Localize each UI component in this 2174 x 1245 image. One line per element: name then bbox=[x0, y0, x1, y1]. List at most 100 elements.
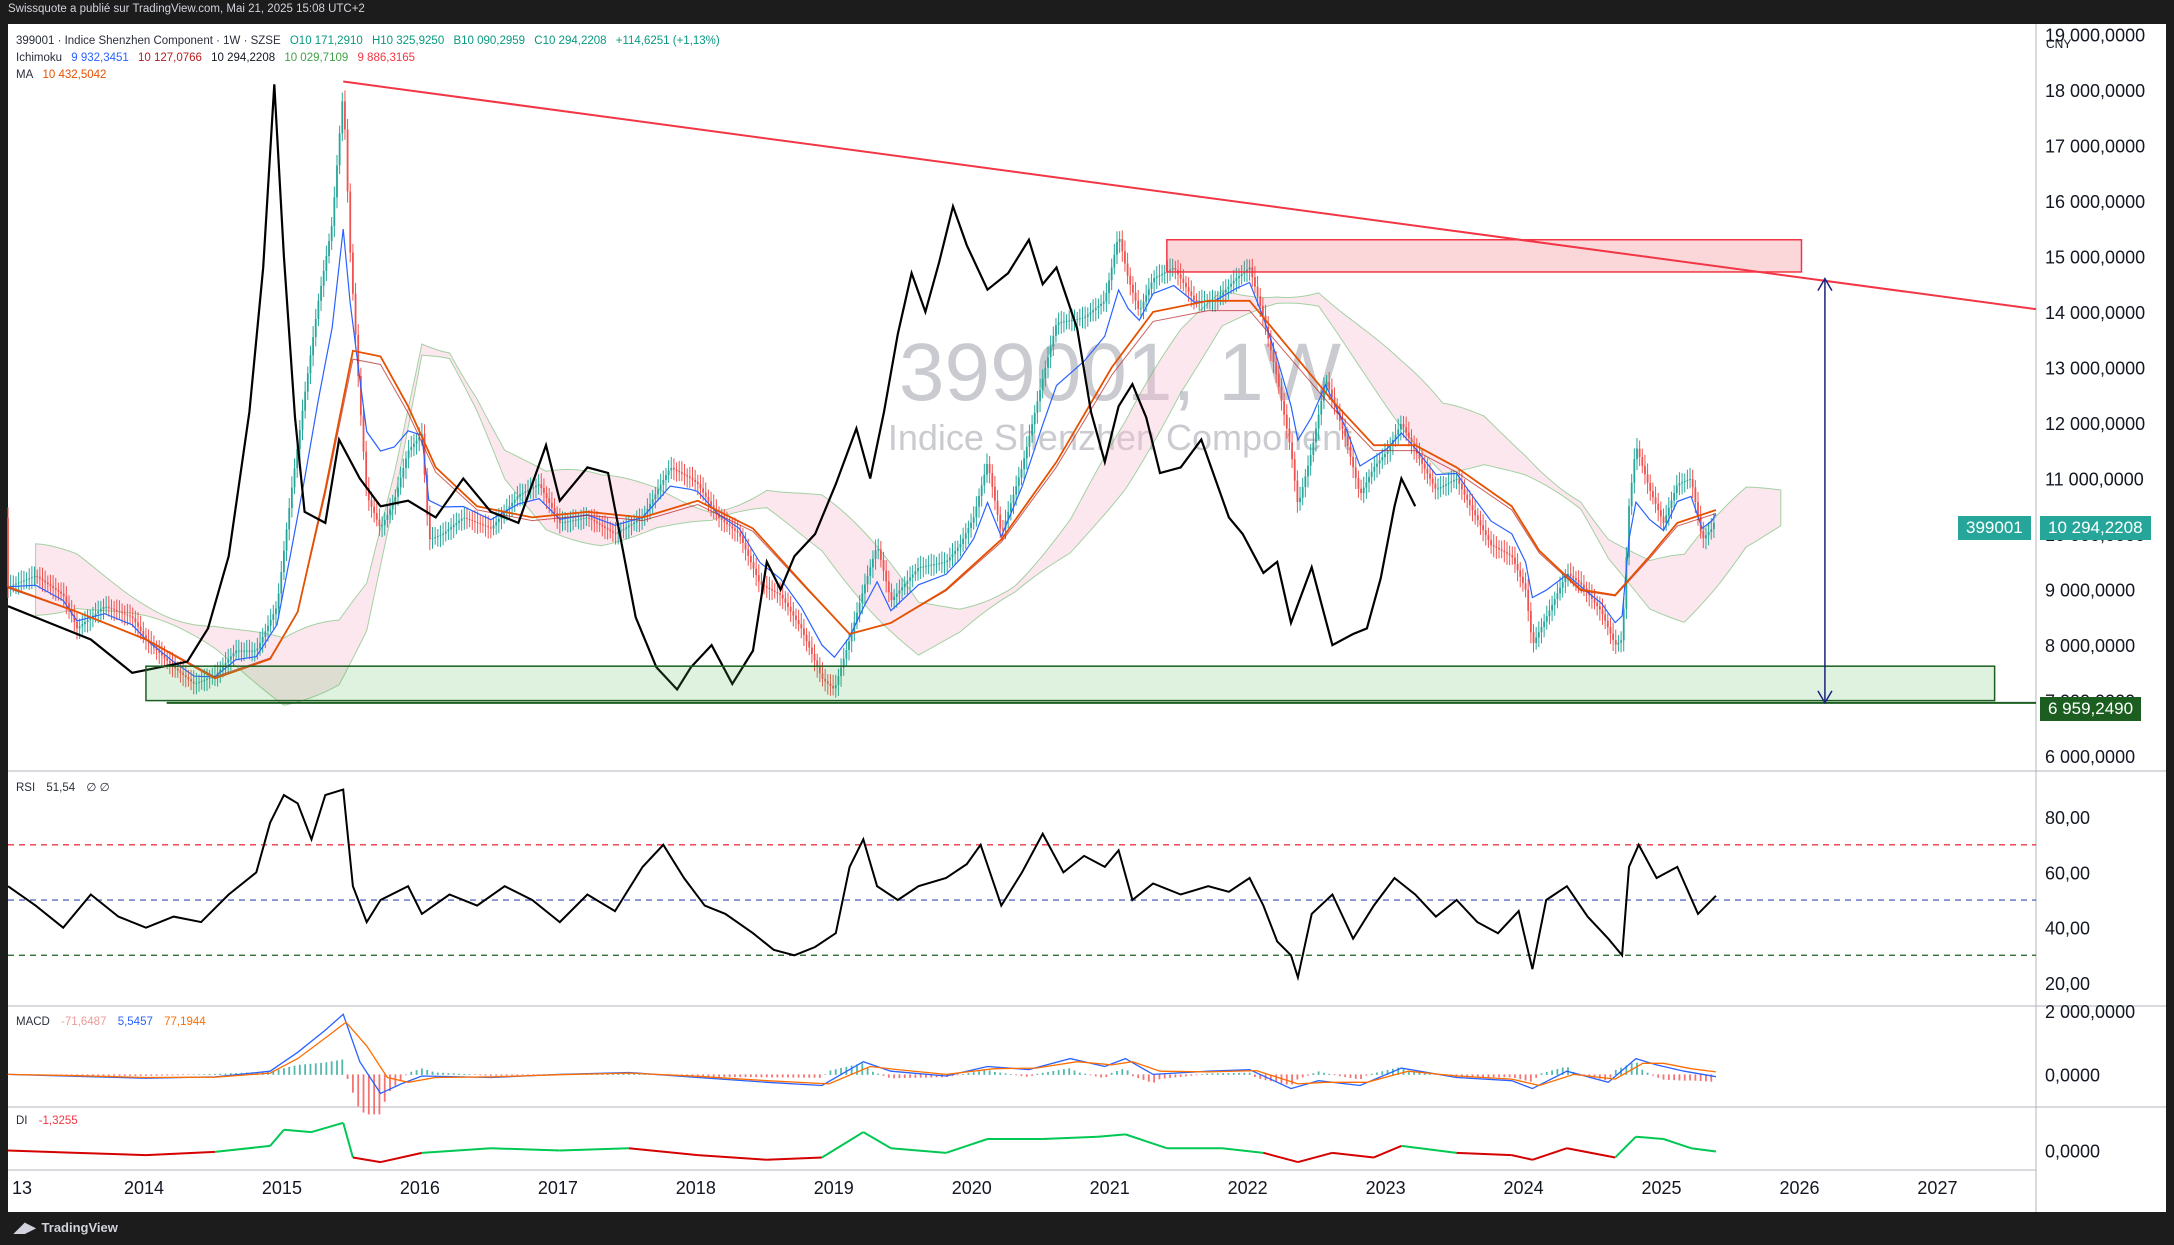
candle-body[interactable] bbox=[1421, 458, 1423, 464]
candle-body[interactable] bbox=[866, 575, 869, 585]
candle-body[interactable] bbox=[1644, 465, 1646, 475]
candle-body[interactable] bbox=[744, 542, 747, 550]
candle-body[interactable] bbox=[370, 500, 373, 507]
candle-body[interactable] bbox=[622, 528, 625, 531]
candle-body[interactable] bbox=[1330, 389, 1333, 398]
candle-body[interactable] bbox=[44, 580, 47, 583]
candle-body[interactable] bbox=[535, 485, 537, 488]
candle-body[interactable] bbox=[630, 524, 633, 526]
candle-body[interactable] bbox=[975, 506, 978, 518]
candle-body[interactable] bbox=[537, 484, 540, 486]
candle-body[interactable] bbox=[428, 515, 431, 540]
candle-body[interactable] bbox=[86, 619, 89, 623]
candle-body[interactable] bbox=[1713, 522, 1715, 530]
ma-line[interactable] bbox=[7, 299, 1717, 680]
candle-body[interactable] bbox=[606, 527, 609, 530]
candle-body[interactable] bbox=[789, 607, 792, 612]
candle-body[interactable] bbox=[1142, 301, 1145, 309]
candle-body[interactable] bbox=[1357, 478, 1360, 489]
candle-body[interactable] bbox=[1678, 483, 1681, 486]
candle-body[interactable] bbox=[1352, 456, 1355, 468]
candle-body[interactable] bbox=[354, 293, 357, 335]
candle-body[interactable] bbox=[1007, 511, 1010, 521]
candle-body[interactable] bbox=[1405, 427, 1408, 433]
candle-body[interactable] bbox=[797, 619, 800, 625]
candle-body[interactable] bbox=[810, 647, 813, 655]
candle-body[interactable] bbox=[333, 197, 336, 227]
candle-body[interactable] bbox=[747, 549, 750, 556]
candle-body[interactable] bbox=[1649, 482, 1652, 491]
candle-body[interactable] bbox=[1376, 463, 1378, 467]
candle-body[interactable] bbox=[710, 501, 712, 506]
candle-body[interactable] bbox=[1583, 584, 1585, 589]
candle-body[interactable] bbox=[1121, 239, 1124, 252]
candle-body[interactable] bbox=[41, 578, 44, 581]
candle-body[interactable] bbox=[176, 668, 179, 671]
candle-body[interactable] bbox=[1275, 362, 1278, 374]
rsi-legend[interactable]: RSI 51,54 ∅ ∅ bbox=[16, 780, 118, 794]
candle-body[interactable] bbox=[1397, 429, 1400, 435]
candle-body[interactable] bbox=[198, 682, 200, 684]
candle-body[interactable] bbox=[1434, 483, 1437, 489]
candle-body[interactable] bbox=[174, 666, 177, 669]
candle-body[interactable] bbox=[187, 677, 190, 680]
candle-body[interactable] bbox=[359, 376, 362, 416]
candle-body[interactable] bbox=[869, 567, 872, 576]
candle-body[interactable] bbox=[113, 608, 116, 611]
candle-body[interactable] bbox=[1548, 610, 1551, 617]
candle-body[interactable] bbox=[1070, 319, 1073, 321]
di-line-segment[interactable] bbox=[1125, 1133, 1168, 1150]
candle-body[interactable] bbox=[651, 499, 654, 504]
candle-body[interactable] bbox=[182, 672, 185, 675]
candle-body[interactable] bbox=[561, 522, 564, 524]
candle-body[interactable] bbox=[580, 518, 582, 520]
candle-body[interactable] bbox=[1604, 614, 1607, 621]
candle-body[interactable] bbox=[344, 101, 346, 130]
candle-body[interactable] bbox=[1134, 292, 1137, 301]
candle-body[interactable] bbox=[1514, 557, 1516, 564]
candle-body[interactable] bbox=[208, 677, 211, 679]
candle-body[interactable] bbox=[389, 509, 391, 515]
candle-body[interactable] bbox=[463, 517, 466, 519]
di-line-segment[interactable] bbox=[214, 1144, 271, 1153]
candle-body[interactable] bbox=[57, 589, 60, 592]
candle-body[interactable] bbox=[757, 575, 760, 582]
candle-body[interactable] bbox=[139, 626, 142, 631]
candle-body[interactable] bbox=[129, 615, 131, 617]
candle-body[interactable] bbox=[1261, 305, 1264, 316]
candle-body[interactable] bbox=[1527, 589, 1530, 611]
candle-body[interactable] bbox=[1031, 424, 1033, 436]
candle-body[interactable] bbox=[1243, 271, 1246, 274]
candle-body[interactable] bbox=[593, 519, 596, 522]
candle-body[interactable] bbox=[1089, 312, 1092, 315]
candle-body[interactable] bbox=[1702, 531, 1705, 539]
candle-body[interactable] bbox=[123, 613, 126, 615]
candle-body[interactable] bbox=[471, 519, 474, 522]
candle-body[interactable] bbox=[728, 524, 731, 527]
candle-body[interactable] bbox=[1033, 412, 1036, 425]
di-line-segment[interactable] bbox=[421, 1147, 491, 1154]
candle-body[interactable] bbox=[1381, 457, 1384, 461]
candle-body[interactable] bbox=[970, 522, 972, 529]
di-line-segment[interactable] bbox=[1263, 1151, 1299, 1164]
candle-body[interactable] bbox=[1299, 497, 1301, 502]
macd-legend[interactable]: MACD -71,6487 5,5457 77,1944 bbox=[16, 1016, 214, 1028]
candle-body[interactable] bbox=[795, 615, 797, 620]
candle-body[interactable] bbox=[871, 558, 874, 568]
candle-body[interactable] bbox=[707, 496, 710, 502]
candle-body[interactable] bbox=[1466, 494, 1469, 500]
candle-body[interactable] bbox=[951, 554, 954, 558]
candle-body[interactable] bbox=[996, 500, 999, 515]
candle-body[interactable] bbox=[495, 522, 498, 526]
candle-body[interactable] bbox=[670, 467, 673, 471]
candle-body[interactable] bbox=[1269, 338, 1272, 351]
candle-body[interactable] bbox=[1323, 386, 1325, 401]
candle-body[interactable] bbox=[107, 606, 110, 608]
candle-body[interactable] bbox=[983, 474, 986, 486]
candle-body[interactable] bbox=[1288, 428, 1291, 443]
candle-body[interactable] bbox=[381, 525, 383, 527]
candle-body[interactable] bbox=[1145, 295, 1148, 302]
di-line-segment[interactable] bbox=[311, 1121, 344, 1134]
candle-body[interactable] bbox=[1222, 292, 1225, 296]
symbol-header[interactable]: 399001 · Indice Shenzhen Component · 1W … bbox=[16, 35, 726, 47]
